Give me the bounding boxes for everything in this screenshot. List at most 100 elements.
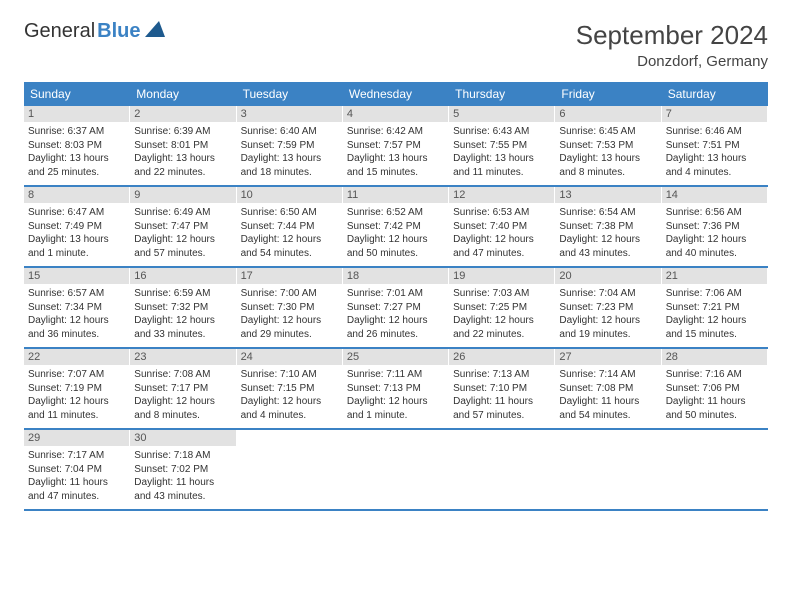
daylight-text-1: Daylight: 12 hours bbox=[28, 395, 125, 409]
month-title: September 2024 bbox=[576, 20, 768, 51]
sunrise-text: Sunrise: 6:39 AM bbox=[134, 125, 231, 139]
daylight-text-1: Daylight: 12 hours bbox=[241, 233, 338, 247]
daylight-text-2: and 25 minutes. bbox=[28, 166, 125, 180]
sunset-text: Sunset: 7:40 PM bbox=[453, 220, 550, 234]
day-number: 1 bbox=[24, 106, 129, 122]
daylight-text-1: Daylight: 11 hours bbox=[28, 476, 125, 490]
day-info: Sunrise: 7:03 AMSunset: 7:25 PMDaylight:… bbox=[453, 287, 550, 341]
daylight-text-1: Daylight: 12 hours bbox=[666, 233, 763, 247]
day-number: 4 bbox=[343, 106, 448, 122]
day-info: Sunrise: 7:04 AMSunset: 7:23 PMDaylight:… bbox=[559, 287, 656, 341]
empty-cell bbox=[343, 430, 449, 509]
empty-cell bbox=[237, 430, 343, 509]
daylight-text-1: Daylight: 13 hours bbox=[28, 152, 125, 166]
daylight-text-2: and 57 minutes. bbox=[453, 409, 550, 423]
daylight-text-1: Daylight: 12 hours bbox=[134, 395, 231, 409]
day-number: 13 bbox=[555, 187, 660, 203]
day-header: Monday bbox=[130, 82, 236, 106]
location: Donzdorf, Germany bbox=[576, 53, 768, 70]
sunset-text: Sunset: 7:42 PM bbox=[347, 220, 444, 234]
sunset-text: Sunset: 7:02 PM bbox=[134, 463, 231, 477]
week-row: 1Sunrise: 6:37 AMSunset: 8:03 PMDaylight… bbox=[24, 106, 768, 187]
sunrise-text: Sunrise: 6:42 AM bbox=[347, 125, 444, 139]
sunset-text: Sunset: 8:01 PM bbox=[134, 139, 231, 153]
day-number: 12 bbox=[449, 187, 554, 203]
daylight-text-1: Daylight: 13 hours bbox=[241, 152, 338, 166]
daylight-text-2: and 15 minutes. bbox=[666, 328, 763, 342]
day-number: 29 bbox=[24, 430, 129, 446]
day-cell: 29 Sunrise: 7:17 AMSunset: 7:04 PMDayligh… bbox=[24, 430, 130, 509]
sunset-text: Sunset: 7:08 PM bbox=[559, 382, 656, 396]
day-header: Wednesday bbox=[343, 82, 449, 106]
day-number: 11 bbox=[343, 187, 448, 203]
week-row: 8Sunrise: 6:47 AMSunset: 7:49 PMDaylight… bbox=[24, 187, 768, 268]
day-info: Sunrise: 6:52 AMSunset: 7:42 PMDaylight:… bbox=[347, 206, 444, 260]
sunrise-text: Sunrise: 6:53 AM bbox=[453, 206, 550, 220]
sunrise-text: Sunrise: 6:52 AM bbox=[347, 206, 444, 220]
day-info: Sunrise: 7:18 AMSunset: 7:02 PMDaylight:… bbox=[134, 449, 231, 503]
daylight-text-1: Daylight: 13 hours bbox=[134, 152, 231, 166]
daylight-text-2: and 47 minutes. bbox=[453, 247, 550, 261]
day-number: 18 bbox=[343, 268, 448, 284]
sunset-text: Sunset: 7:25 PM bbox=[453, 301, 550, 315]
day-number: 22 bbox=[24, 349, 129, 365]
daylight-text-1: Daylight: 12 hours bbox=[134, 314, 231, 328]
day-cell: 3Sunrise: 6:40 AMSunset: 7:59 PMDaylight… bbox=[237, 106, 343, 185]
sunset-text: Sunset: 7:57 PM bbox=[347, 139, 444, 153]
header: GeneralBlue September 2024 Donzdorf, Ger… bbox=[24, 20, 768, 70]
sunrise-text: Sunrise: 7:11 AM bbox=[347, 368, 444, 382]
week-row: 29 Sunrise: 7:17 AMSunset: 7:04 PMDayligh… bbox=[24, 430, 768, 511]
sunset-text: Sunset: 7:15 PM bbox=[241, 382, 338, 396]
day-number: 5 bbox=[449, 106, 554, 122]
day-info: Sunrise: 7:17 AMSunset: 7:04 PMDaylight:… bbox=[28, 449, 125, 503]
sunset-text: Sunset: 7:36 PM bbox=[666, 220, 763, 234]
daylight-text-1: Daylight: 12 hours bbox=[559, 314, 656, 328]
daylight-text-2: and 4 minutes. bbox=[666, 166, 763, 180]
daylight-text-2: and 57 minutes. bbox=[134, 247, 231, 261]
day-info: Sunrise: 6:54 AMSunset: 7:38 PMDaylight:… bbox=[559, 206, 656, 260]
sunrise-text: Sunrise: 6:56 AM bbox=[666, 206, 763, 220]
daylight-text-2: and 54 minutes. bbox=[559, 409, 656, 423]
day-number: 23 bbox=[130, 349, 235, 365]
day-header: Sunday bbox=[24, 82, 130, 106]
day-header: Tuesday bbox=[237, 82, 343, 106]
sunset-text: Sunset: 7:59 PM bbox=[241, 139, 338, 153]
sunrise-text: Sunrise: 7:17 AM bbox=[28, 449, 125, 463]
sunrise-text: Sunrise: 7:04 AM bbox=[559, 287, 656, 301]
day-cell: 23 Sunrise: 7:08 AMSunset: 7:17 PMDayligh… bbox=[130, 349, 236, 428]
day-info: Sunrise: 6:50 AMSunset: 7:44 PMDaylight:… bbox=[241, 206, 338, 260]
sunrise-text: Sunrise: 6:57 AM bbox=[28, 287, 125, 301]
daylight-text-1: Daylight: 12 hours bbox=[28, 314, 125, 328]
daylight-text-1: Daylight: 12 hours bbox=[347, 395, 444, 409]
sunrise-text: Sunrise: 7:16 AM bbox=[666, 368, 763, 382]
sunrise-text: Sunrise: 6:43 AM bbox=[453, 125, 550, 139]
day-number: 16 bbox=[130, 268, 235, 284]
daylight-text-2: and 54 minutes. bbox=[241, 247, 338, 261]
sunset-text: Sunset: 7:21 PM bbox=[666, 301, 763, 315]
day-number: 14 bbox=[662, 187, 767, 203]
daylight-text-2: and 29 minutes. bbox=[241, 328, 338, 342]
day-cell: 14 Sunrise: 6:56 AMSunset: 7:36 PMDayligh… bbox=[662, 187, 768, 266]
daylight-text-1: Daylight: 12 hours bbox=[453, 233, 550, 247]
logo: GeneralBlue bbox=[24, 20, 165, 43]
day-cell: 1Sunrise: 6:37 AMSunset: 8:03 PMDaylight… bbox=[24, 106, 130, 185]
daylight-text-1: Daylight: 11 hours bbox=[134, 476, 231, 490]
day-number: 6 bbox=[555, 106, 660, 122]
day-info: Sunrise: 6:56 AMSunset: 7:36 PMDaylight:… bbox=[666, 206, 763, 260]
day-info: Sunrise: 7:08 AMSunset: 7:17 PMDaylight:… bbox=[134, 368, 231, 422]
day-cell: 9Sunrise: 6:49 AMSunset: 7:47 PMDaylight… bbox=[130, 187, 236, 266]
day-info: Sunrise: 6:59 AMSunset: 7:32 PMDaylight:… bbox=[134, 287, 231, 341]
sunrise-text: Sunrise: 7:14 AM bbox=[559, 368, 656, 382]
day-info: Sunrise: 7:13 AMSunset: 7:10 PMDaylight:… bbox=[453, 368, 550, 422]
day-cell: 19Sunrise: 7:03 AMSunset: 7:25 PMDayligh… bbox=[449, 268, 555, 347]
sunrise-text: Sunrise: 7:06 AM bbox=[666, 287, 763, 301]
sunset-text: Sunset: 7:44 PM bbox=[241, 220, 338, 234]
sunset-text: Sunset: 7:27 PM bbox=[347, 301, 444, 315]
triangle-icon bbox=[145, 21, 165, 42]
calendar: Sunday Monday Tuesday Wednesday Thursday… bbox=[24, 82, 768, 511]
day-cell: 15Sunrise: 6:57 AMSunset: 7:34 PMDayligh… bbox=[24, 268, 130, 347]
sunrise-text: Sunrise: 6:50 AM bbox=[241, 206, 338, 220]
day-header: Thursday bbox=[449, 82, 555, 106]
day-header-row: Sunday Monday Tuesday Wednesday Thursday… bbox=[24, 82, 768, 106]
empty-cell bbox=[662, 430, 768, 509]
